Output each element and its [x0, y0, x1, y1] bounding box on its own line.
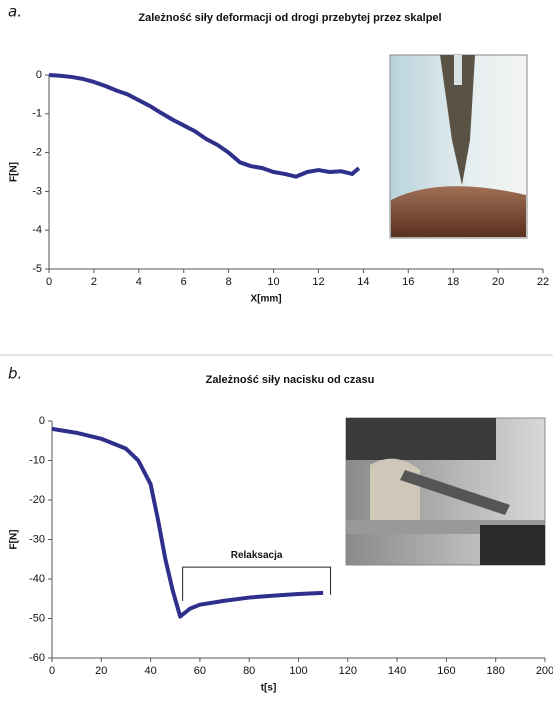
y-axis-label: F[N] [9, 162, 20, 182]
y-tick-label: 0 [36, 69, 42, 81]
y-tick-label: -30 [29, 533, 45, 545]
x-tick-label: 0 [49, 665, 55, 677]
x-tick-label: 140 [388, 665, 406, 677]
x-tick-label: 100 [289, 665, 307, 677]
y-tick-label: -50 [29, 612, 45, 624]
x-tick-label: 60 [194, 665, 206, 677]
x-tick-label: 20 [492, 276, 504, 288]
y-tick-label: 0 [39, 415, 45, 427]
x-tick-label: 40 [144, 665, 156, 677]
x-tick-label: 200 [536, 665, 553, 677]
x-tick-label: 0 [46, 276, 52, 288]
figure: a. Zależność siły deformacji od drogi prz… [0, 0, 553, 704]
x-tick-label: 22 [537, 276, 549, 288]
y-tick-label: -3 [32, 185, 42, 197]
panel-label: b. [8, 365, 22, 383]
y-tick-label: -1 [32, 108, 42, 120]
x-axis-label: t[s] [261, 683, 277, 694]
annotation-text: Relaksacja [231, 550, 283, 561]
x-tick-label: 80 [243, 665, 255, 677]
x-tick-label: 18 [447, 276, 459, 288]
x-tick-label: 180 [487, 665, 505, 677]
x-tick-label: 6 [181, 276, 187, 288]
x-tick-label: 2 [91, 276, 97, 288]
panel-label: a. [8, 3, 22, 21]
x-axis-label: X[mm] [250, 294, 281, 305]
y-tick-label: -5 [32, 263, 42, 275]
x-tick-label: 16 [402, 276, 414, 288]
y-tick-label: -40 [29, 573, 45, 585]
x-tick-label: 160 [437, 665, 455, 677]
y-axis-label: F[N] [9, 530, 20, 550]
x-tick-label: 120 [339, 665, 357, 677]
photo-press [346, 418, 545, 565]
photo-scalpel [390, 55, 527, 238]
data-line [49, 75, 359, 177]
chart-title: Zależność siły deformacji od drogi przeb… [138, 12, 441, 24]
y-tick-label: -60 [29, 652, 45, 664]
y-tick-label: -10 [29, 454, 45, 466]
y-tick-label: -4 [32, 224, 42, 236]
x-tick-label: 8 [226, 276, 232, 288]
x-tick-label: 10 [267, 276, 279, 288]
y-tick-label: -2 [32, 147, 42, 159]
x-tick-label: 12 [312, 276, 324, 288]
x-tick-label: 14 [357, 276, 369, 288]
y-tick-label: -20 [29, 494, 45, 506]
x-tick-label: 20 [95, 665, 107, 677]
x-tick-label: 4 [136, 276, 142, 288]
chart-title: Zależność siły nacisku od czasu [206, 374, 375, 386]
data-line [52, 429, 323, 617]
